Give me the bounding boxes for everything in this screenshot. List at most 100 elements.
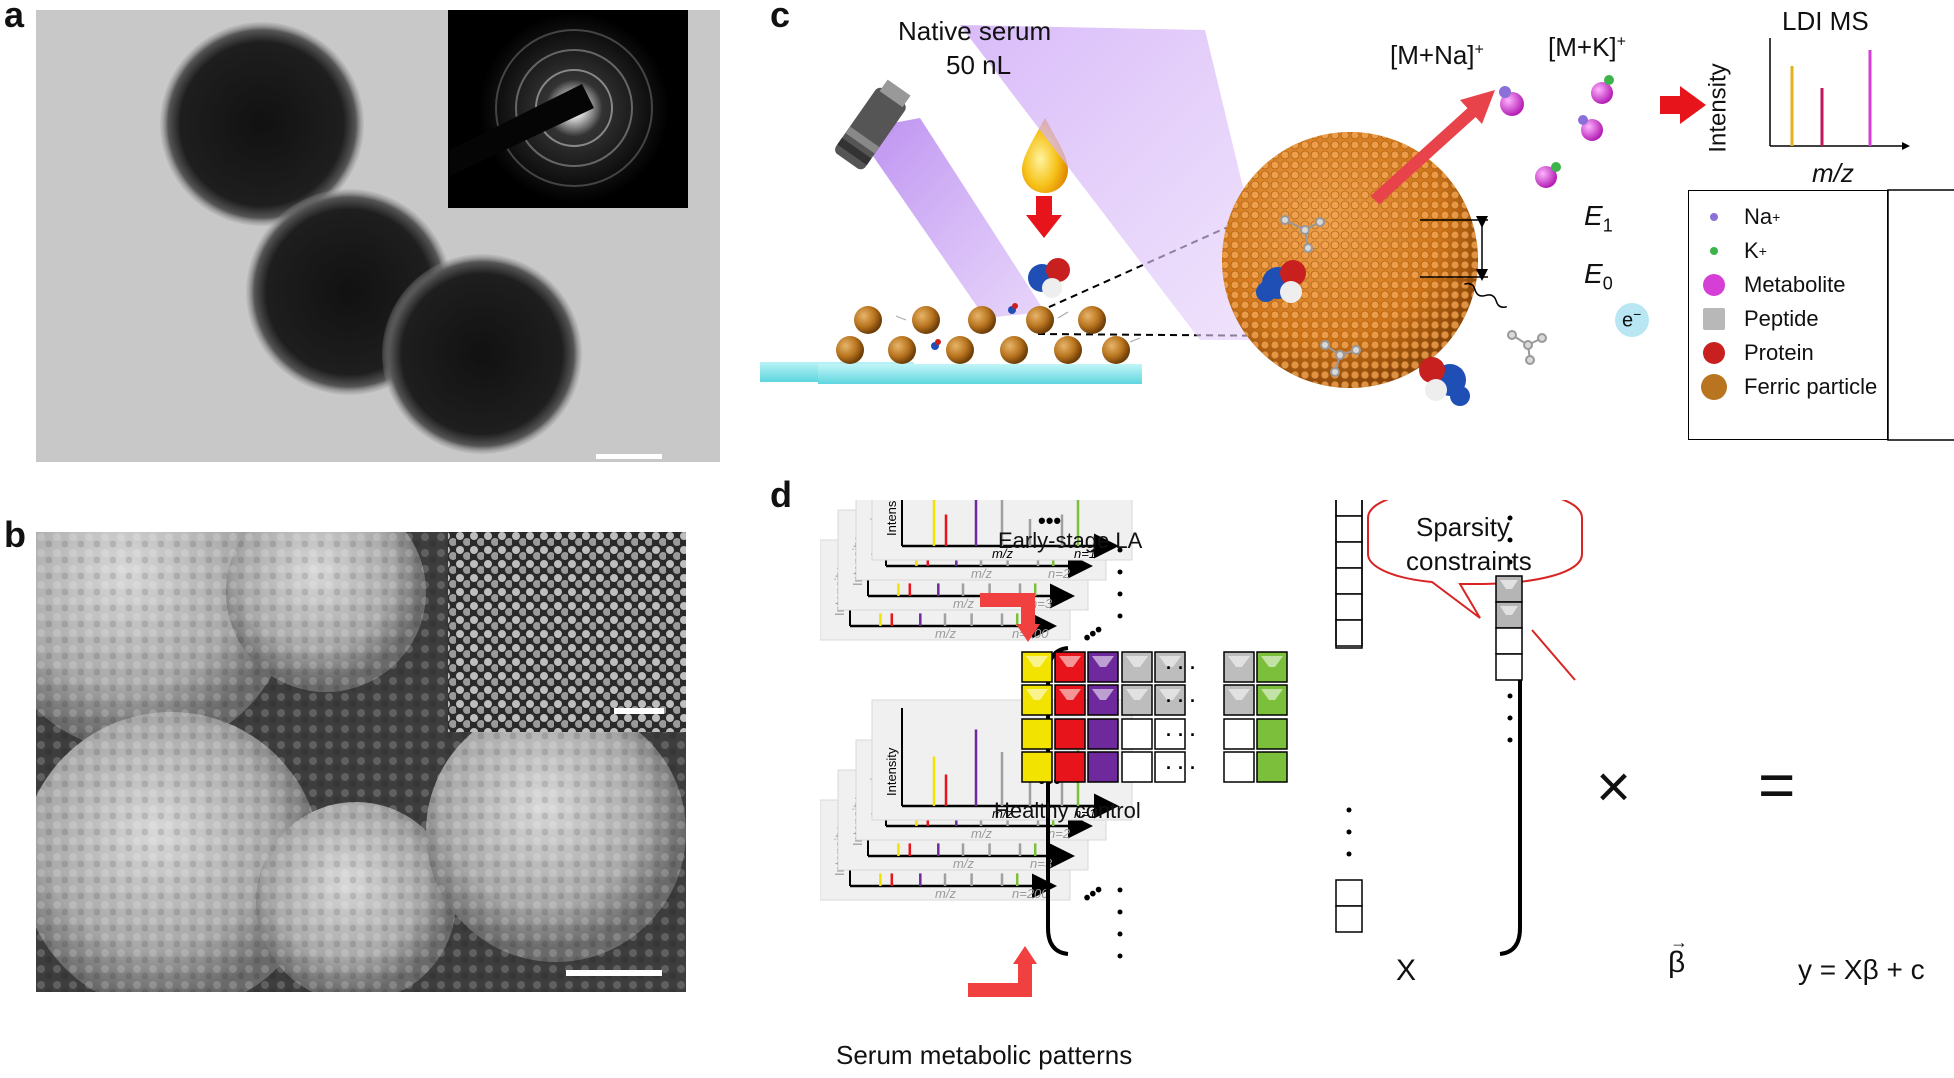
legend-icon — [1710, 213, 1718, 221]
legend-superscript: + — [1758, 243, 1767, 259]
ion-na-text: [M+Na] — [1390, 40, 1475, 70]
y-cell — [1495, 653, 1523, 681]
matrix-cell — [1054, 751, 1086, 783]
spectrum-x-label: m/z — [935, 886, 956, 901]
legend-item: Metabolite — [1694, 270, 1846, 300]
matrix-cell — [1256, 751, 1288, 783]
beta-dot — [1346, 851, 1352, 857]
cell-bevel — [1059, 689, 1081, 700]
matrix-col-dot — [1117, 953, 1123, 959]
legend-item: Peptide — [1694, 304, 1819, 334]
spectrum-x-label: m/z — [935, 626, 956, 641]
electron-label: e− — [1622, 306, 1641, 333]
spectrum-n-label: n=2 — [1048, 566, 1071, 581]
stack-more-dots: ••• — [1078, 879, 1108, 909]
matrix-cell — [1121, 718, 1153, 750]
cell-bevel — [1092, 656, 1114, 667]
e1-letter: E — [1584, 200, 1603, 231]
matrix-cell — [1087, 751, 1119, 783]
spectrum-x-label: m/z — [992, 546, 1013, 561]
spectrum-x-label: m/z — [971, 826, 992, 841]
healthy-control-title: Healthy control — [994, 798, 1141, 823]
beta-label: → β — [1668, 932, 1688, 979]
y-dot — [1507, 715, 1513, 721]
native-serum-label: Native serum — [898, 16, 1052, 46]
matrix-cell — [1021, 718, 1053, 750]
matrix-cell — [1256, 718, 1288, 750]
ldi-y-axis-label: Intensity — [1704, 63, 1732, 153]
matrix-row-dots: ··· — [1166, 758, 1202, 778]
y-dot — [1507, 537, 1513, 543]
matrix-cell — [1223, 718, 1255, 750]
beta-cell — [1335, 500, 1363, 517]
ldi-x-axis-label: m/z — [1812, 158, 1854, 188]
y-dot — [1507, 559, 1513, 565]
beta-frame — [1335, 500, 1363, 649]
legend-label: Ferric particle — [1744, 374, 1878, 399]
matrix-col-dot — [1117, 613, 1123, 619]
legend-label: Metabolite — [1744, 272, 1846, 297]
panel-label-c: c — [770, 0, 791, 35]
matrix-cell — [1223, 751, 1255, 783]
serum-volume-label: 50 nL — [946, 50, 1012, 80]
legend — [1888, 190, 1889, 191]
y-dot — [1507, 737, 1513, 743]
legend-icon — [1701, 374, 1727, 400]
spectrum-y-label: Intensity — [884, 500, 899, 536]
matrix-cell — [1121, 751, 1153, 783]
matrix-cell — [1021, 751, 1053, 783]
ion-na-label: [M+Na]+ — [1390, 40, 1484, 71]
panel-label-a: a — [4, 0, 25, 35]
legend-item: Ferric particle — [1694, 372, 1877, 402]
matrix-label-x: X — [1396, 954, 1417, 987]
beta-symbol: β — [1668, 946, 1686, 979]
y-dot — [1507, 515, 1513, 521]
e0-letter: E — [1584, 258, 1603, 289]
panel-label-b: b — [4, 514, 26, 555]
legend-icon — [1703, 274, 1725, 296]
matrix-cell — [1087, 718, 1119, 750]
spectrum-x-label: m/z — [971, 566, 992, 581]
tem-micrograph — [36, 10, 720, 462]
electron-letter: e — [1622, 309, 1634, 332]
cell-bevel — [1126, 656, 1148, 667]
cell-bevel — [1261, 656, 1283, 667]
ion-k-text: [M+K] — [1548, 32, 1617, 62]
matrix-col-dot — [1117, 569, 1123, 575]
beta-cell — [1335, 593, 1363, 621]
cell-bevel — [1159, 689, 1181, 700]
beta-cell — [1335, 567, 1363, 595]
beta-cell — [1335, 905, 1363, 933]
sparsity-text-line2: constraints — [1406, 546, 1532, 576]
matrix-row-dots: ··· — [1166, 725, 1202, 745]
energy-e0-label: E0 — [1584, 258, 1613, 295]
spectrum-x-label: m/z — [953, 856, 974, 871]
spectrum-y-label: Intensity — [884, 747, 899, 796]
cell-bevel — [1059, 656, 1081, 667]
spectrum-n-label: n=1 — [1074, 546, 1096, 561]
matrix-row-dots: ··· — [1166, 691, 1202, 711]
regression-schematic: n=200m/zIntensityn=3m/zIntensityn=2m/zIn… — [820, 500, 1583, 997]
ion-k-label: [M+K]+ — [1548, 32, 1626, 63]
stack-more-dots: ••• — [1078, 619, 1108, 649]
times-symbol: × — [1596, 753, 1632, 820]
matrix-col-dot — [1117, 547, 1123, 553]
ion-k-charge: + — [1616, 33, 1626, 51]
sample-plate — [818, 303, 1142, 384]
legend-label: K — [1744, 238, 1759, 263]
y-cell-bevel — [1500, 580, 1518, 589]
matrix-col-dot — [1117, 931, 1123, 937]
legend-icon — [1710, 247, 1718, 255]
regression-equation: y = Xβ + c — [1798, 954, 1925, 985]
cell-bevel — [1026, 656, 1048, 667]
legend-item: Protein — [1694, 338, 1814, 368]
spectrum-n-label: n=2 — [1048, 826, 1071, 841]
legend-label: Na — [1744, 204, 1773, 229]
legend-icon — [1703, 308, 1725, 330]
spectrum-n-label: n=1 — [1074, 806, 1096, 821]
cell-bevel — [1126, 689, 1148, 700]
cell-bevel — [1261, 689, 1283, 700]
matrix-col-dot — [1117, 887, 1123, 893]
sparsity-text-line1: Sparsity — [1416, 512, 1510, 542]
sem-micrograph — [36, 532, 686, 992]
